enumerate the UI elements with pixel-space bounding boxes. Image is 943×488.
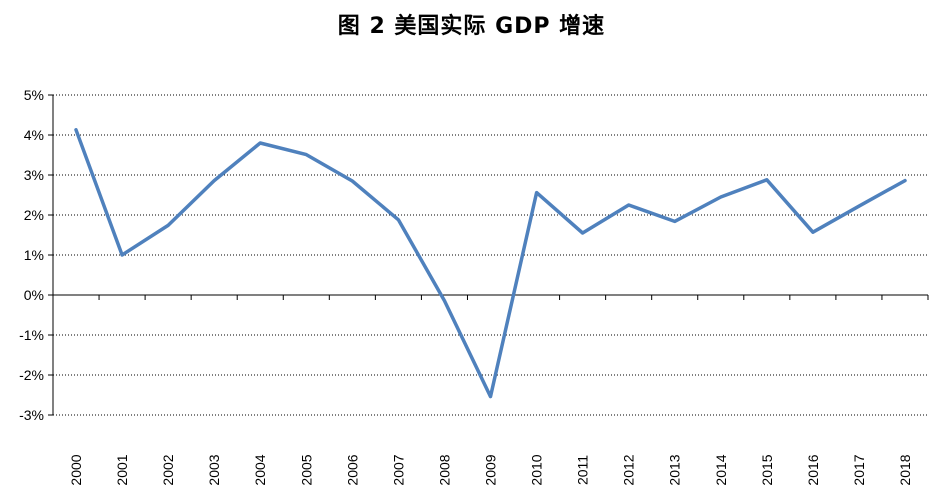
x-tick-label: 2013 xyxy=(667,454,683,485)
x-tick-label: 2009 xyxy=(483,454,499,485)
x-tick-label: 2014 xyxy=(713,454,729,485)
x-tick-label: 2007 xyxy=(390,454,406,485)
y-tick-label: 4% xyxy=(24,127,44,143)
x-tick-label: 2016 xyxy=(805,454,821,485)
y-tick-label: -3% xyxy=(19,407,44,423)
x-tick-label: 2012 xyxy=(621,454,637,485)
y-tick-label: -2% xyxy=(19,367,44,383)
y-tick-label: 1% xyxy=(24,247,44,263)
x-tick-label: 2003 xyxy=(206,454,222,485)
y-tick-label: 3% xyxy=(24,167,44,183)
x-tick-label: 2015 xyxy=(759,454,775,485)
x-tick-label: 2010 xyxy=(529,454,545,485)
x-tick-label: 2001 xyxy=(114,454,130,485)
x-tick-label: 2006 xyxy=(344,454,360,485)
series-line xyxy=(74,128,907,399)
x-tick-label: 2002 xyxy=(160,454,176,485)
y-tick-label: 2% xyxy=(24,207,44,223)
y-tick-label: 0% xyxy=(24,287,44,303)
x-tick-label: 2000 xyxy=(68,454,84,485)
x-tick-label: 2011 xyxy=(575,455,591,485)
chart-title: 图 2 美国实际 GDP 增速 xyxy=(337,14,606,39)
x-tick-label: 2017 xyxy=(851,454,867,485)
y-tick-label: -1% xyxy=(19,327,44,343)
x-tick-label: 2004 xyxy=(252,454,268,485)
x-tick-label: 2008 xyxy=(436,454,452,485)
x-tick-label: 2018 xyxy=(897,454,913,485)
x-tick-label: 2005 xyxy=(298,454,314,485)
y-tick-label: 5% xyxy=(24,87,44,103)
